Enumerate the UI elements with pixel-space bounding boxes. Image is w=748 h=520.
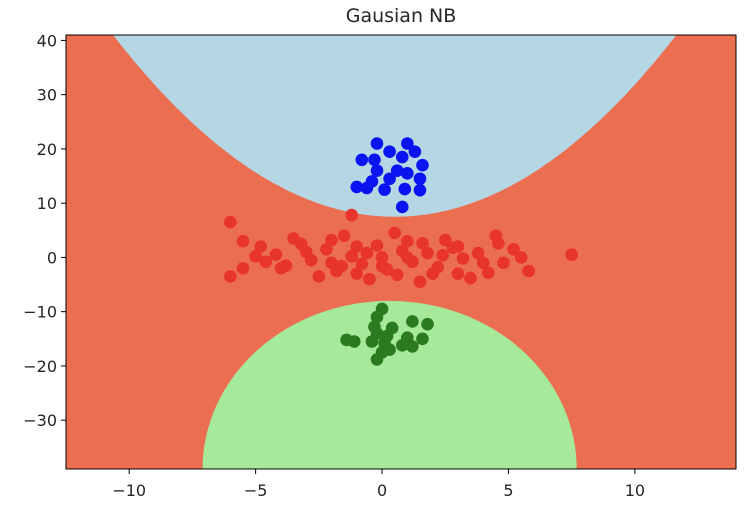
red-point (413, 275, 427, 289)
red-point (390, 268, 404, 282)
red-point (236, 234, 250, 248)
blue-point (370, 164, 384, 177)
red-point (320, 242, 333, 256)
blue-point (368, 153, 381, 167)
red-point (464, 271, 477, 285)
red-point (522, 264, 535, 278)
green-point (365, 335, 379, 348)
y-tick-label: 40 (37, 31, 57, 50)
blue-point (383, 172, 396, 186)
red-point (312, 270, 326, 283)
red-point (514, 251, 528, 264)
green-point (406, 340, 419, 353)
red-point (345, 250, 359, 263)
red-point (471, 246, 485, 260)
red-point (350, 267, 364, 281)
blue-point (360, 181, 374, 195)
y-tick-label: 10 (37, 194, 57, 213)
green-point (406, 315, 419, 328)
red-point (224, 270, 237, 283)
red-point (416, 237, 429, 250)
red-point (363, 272, 376, 286)
red-point (481, 266, 495, 279)
green-point (370, 353, 384, 366)
x-tick-label: −10 (112, 481, 146, 500)
plot-area (66, 35, 736, 469)
red-point (224, 215, 237, 229)
upper-decision-region (113, 35, 677, 217)
red-point (304, 253, 318, 267)
blue-point (401, 167, 414, 180)
red-point (375, 251, 389, 264)
y-tick-label: 0 (47, 248, 57, 267)
red-point (401, 234, 414, 248)
red-point (476, 256, 490, 270)
blue-point (395, 200, 409, 214)
red-point (269, 248, 283, 262)
red-point (436, 248, 450, 262)
red-point (401, 251, 414, 264)
red-point (254, 240, 267, 253)
blue-point (390, 164, 404, 177)
green-point (395, 339, 409, 352)
green-point (421, 317, 434, 331)
y-tick-label: −10 (23, 303, 57, 322)
red-point (345, 208, 359, 222)
red-point (370, 239, 384, 252)
blue-point (378, 183, 391, 196)
x-axis: −10 −5 0 5 10 (112, 469, 645, 500)
blue-point (355, 153, 369, 167)
y-tick-label: −20 (23, 357, 57, 376)
red-point (259, 255, 273, 269)
x-tick-label: 0 (377, 481, 387, 500)
red-point (325, 233, 338, 247)
red-point (492, 237, 505, 250)
green-point (370, 310, 384, 324)
scatter-points (224, 137, 578, 366)
red-point (565, 248, 578, 262)
blue-point (413, 172, 427, 186)
green-point (416, 332, 429, 346)
red-point (446, 241, 460, 254)
red-point (279, 259, 293, 272)
blue-point (383, 145, 396, 158)
red-point (236, 261, 250, 275)
chart-title: Gausian NB (346, 5, 457, 27)
y-axis: 40 30 20 10 0 −10 −20 −30 (23, 31, 66, 430)
red-point (507, 242, 520, 256)
red-point (375, 259, 389, 273)
y-tick-label: 30 (37, 86, 57, 105)
blue-point (401, 137, 414, 150)
red-point (249, 250, 262, 263)
red-point (431, 260, 444, 274)
blue-point (370, 137, 384, 150)
x-tick-label: 10 (625, 481, 645, 500)
red-point (360, 246, 374, 260)
blue-point (398, 182, 412, 196)
lower-decision-region (202, 300, 577, 469)
red-point (337, 229, 351, 243)
red-point (456, 252, 470, 265)
red-point (388, 226, 401, 240)
blue-point (416, 158, 429, 172)
red-point (335, 259, 348, 273)
blue-point (395, 150, 409, 164)
red-point (294, 237, 308, 251)
blue-point (350, 180, 364, 194)
x-tick-label: −5 (244, 481, 268, 500)
red-point (350, 240, 364, 253)
red-point (421, 246, 434, 260)
y-tick-label: −30 (23, 411, 57, 430)
blue-point (413, 183, 427, 197)
red-point (355, 257, 369, 271)
x-tick-label: 5 (503, 481, 513, 500)
red-point (497, 256, 510, 270)
red-point (451, 267, 465, 281)
y-tick-label: 20 (37, 140, 57, 159)
plot-frame (65, 34, 737, 470)
blue-point (408, 145, 422, 158)
green-point (347, 335, 361, 348)
